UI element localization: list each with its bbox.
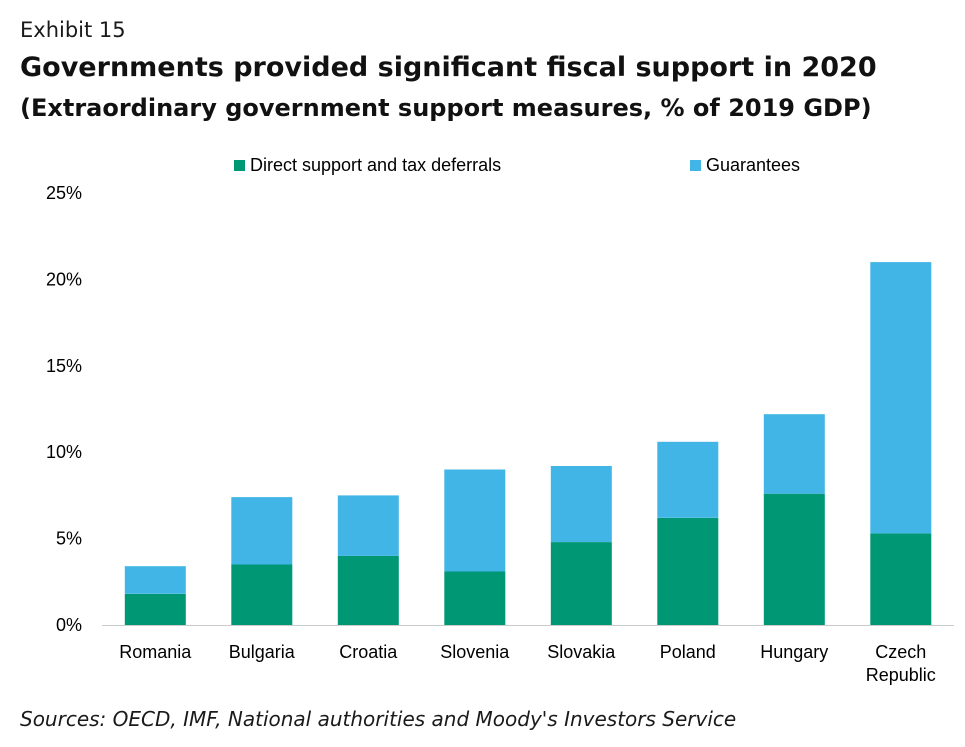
bar-guarantees [444,469,506,572]
bars [124,262,932,625]
bar-direct [657,517,719,625]
bar-direct [444,571,506,625]
legend-item-guarantees: Guarantees [690,155,800,176]
legend-swatch-guarantees [690,160,701,171]
y-tick-label: 5% [56,529,82,549]
legend-swatch-direct [234,160,245,171]
chart-title: Governments provided significant fiscal … [20,52,877,83]
bar-guarantees [550,466,612,542]
bar-direct [550,542,612,625]
x-tick-label: Slovakia [547,642,616,662]
x-tick-label: Romania [119,642,192,662]
y-tick-label: 20% [46,269,82,289]
source-note: Sources: OECD, IMF, National authorities… [20,707,737,731]
bar-direct [763,493,825,625]
y-axis: 0% 5% 10% 15% 20% 25% [46,183,82,635]
bar-guarantees [870,262,932,534]
bar-direct [231,564,293,625]
x-axis: Romania Bulgaria Croatia Slovenia Slovakia Po… [102,625,954,685]
x-tick-label: Croatia [339,642,398,662]
x-tick-label: Czech Republic [866,642,936,685]
exhibit-label: Exhibit 15 [20,18,126,42]
legend-item-direct: Direct support and tax deferrals [234,155,501,176]
bar-guarantees [657,441,719,518]
y-tick-label: 0% [56,615,82,635]
bar-direct [124,593,186,625]
bar-guarantees [337,495,399,556]
bar-direct [337,555,399,625]
legend-label-guarantees: Guarantees [706,155,801,175]
x-tick-label: Hungary [760,642,828,662]
y-tick-label: 15% [46,356,82,376]
bar-direct [870,533,932,625]
legend-label-direct: Direct support and tax deferrals [250,155,502,175]
chart-subtitle: (Extraordinary government support measur… [20,94,872,122]
x-tick-label: Bulgaria [229,642,296,662]
y-tick-label: 10% [46,442,82,462]
x-tick-label: Poland [660,642,716,662]
bar-guarantees [124,566,186,594]
bar-guarantees [763,414,825,494]
y-tick-label: 25% [46,183,82,203]
bar-guarantees [231,497,293,565]
x-tick-label: Slovenia [440,642,510,662]
